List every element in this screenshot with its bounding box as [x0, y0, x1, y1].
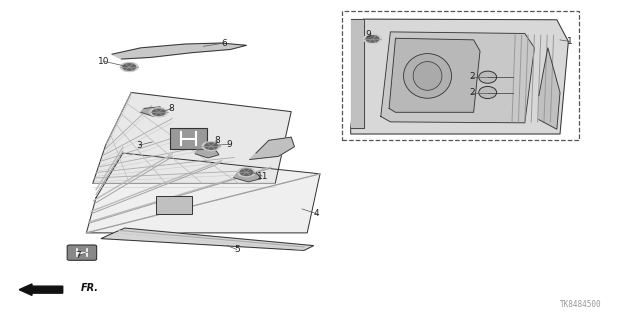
Polygon shape	[93, 93, 291, 183]
Ellipse shape	[404, 54, 452, 98]
Bar	[170, 129, 207, 149]
Text: 6: 6	[221, 39, 227, 48]
Text: TK8484500: TK8484500	[560, 300, 602, 309]
Polygon shape	[195, 148, 219, 158]
Bar	[157, 196, 192, 214]
Circle shape	[152, 109, 165, 115]
Ellipse shape	[479, 71, 497, 83]
Bar	[342, 11, 579, 140]
Polygon shape	[351, 19, 364, 128]
Polygon shape	[234, 172, 261, 182]
Polygon shape	[86, 153, 320, 233]
Ellipse shape	[479, 86, 497, 99]
Text: 9: 9	[227, 140, 232, 149]
Circle shape	[202, 142, 220, 151]
Text: 1: 1	[567, 37, 572, 46]
FancyArrow shape	[19, 284, 63, 295]
Polygon shape	[539, 48, 560, 129]
Circle shape	[123, 64, 136, 70]
Circle shape	[237, 168, 255, 177]
Circle shape	[366, 36, 379, 42]
Text: 3: 3	[137, 141, 142, 150]
Ellipse shape	[413, 62, 442, 90]
Text: 2: 2	[470, 72, 475, 81]
Circle shape	[240, 169, 253, 175]
Text: 8: 8	[169, 104, 174, 113]
Polygon shape	[112, 43, 246, 59]
Text: 10: 10	[98, 57, 109, 66]
Text: 4: 4	[314, 209, 319, 218]
Polygon shape	[351, 19, 568, 134]
Text: 7: 7	[76, 251, 81, 260]
Polygon shape	[250, 137, 294, 160]
Circle shape	[364, 34, 381, 43]
Polygon shape	[381, 32, 534, 123]
Text: FR.: FR.	[81, 283, 99, 293]
Text: 8: 8	[215, 137, 220, 145]
Text: 2: 2	[470, 88, 475, 97]
Circle shape	[205, 143, 218, 149]
Circle shape	[120, 63, 138, 71]
Text: 11: 11	[257, 172, 268, 181]
Polygon shape	[101, 228, 314, 250]
FancyBboxPatch shape	[67, 245, 97, 260]
Text: 9: 9	[366, 30, 371, 39]
Polygon shape	[141, 107, 165, 116]
Polygon shape	[389, 38, 480, 112]
Text: 5: 5	[234, 245, 239, 254]
Circle shape	[150, 108, 168, 117]
